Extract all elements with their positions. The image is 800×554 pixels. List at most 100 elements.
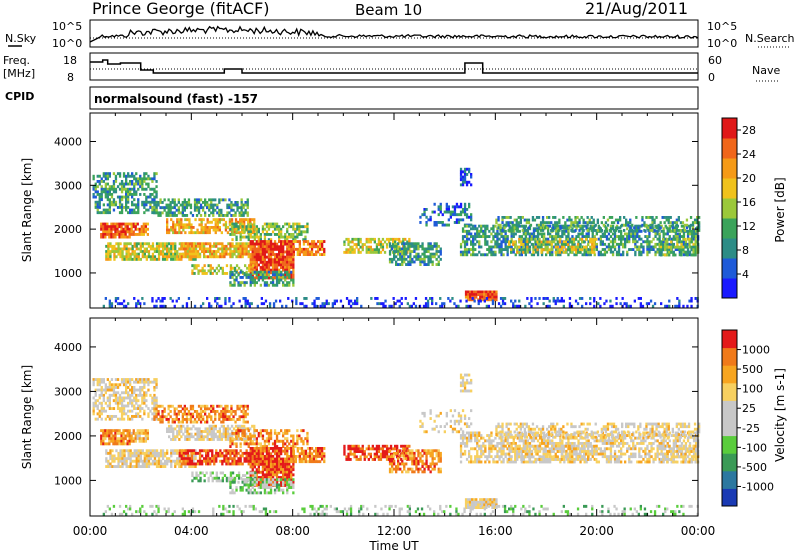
data-cell xyxy=(561,240,564,244)
data-cell xyxy=(640,245,643,249)
data-cell xyxy=(463,178,467,182)
data-cell xyxy=(263,250,267,254)
data-cell xyxy=(548,304,551,308)
data-cell xyxy=(230,218,234,222)
data-cell xyxy=(253,233,256,236)
data-cell xyxy=(249,220,252,224)
data-cell xyxy=(431,299,434,303)
data-cell xyxy=(106,434,109,438)
data-cell xyxy=(437,213,440,217)
data-cell xyxy=(385,245,389,249)
data-cell xyxy=(255,268,258,272)
data-cell xyxy=(137,462,140,466)
data-cell xyxy=(388,244,392,248)
data-cell xyxy=(200,218,203,222)
data-cell xyxy=(349,240,352,244)
data-cell xyxy=(688,237,691,241)
data-cell xyxy=(229,264,233,268)
data-cell xyxy=(273,227,277,231)
data-cell xyxy=(570,250,574,254)
data-cell xyxy=(92,380,95,384)
data-cell xyxy=(433,202,436,206)
data-cell xyxy=(210,226,213,229)
data-cell xyxy=(389,237,393,241)
data-cell xyxy=(231,238,234,242)
data-cell xyxy=(226,214,229,217)
data-cell xyxy=(461,208,465,211)
data-cell xyxy=(153,250,157,253)
data-cell xyxy=(478,235,481,238)
data-cell xyxy=(249,233,252,236)
data-cell xyxy=(651,218,654,222)
data-cell xyxy=(632,232,635,236)
data-cell xyxy=(499,304,503,308)
data-cell xyxy=(114,187,118,191)
data-cell xyxy=(459,213,463,217)
data-cell xyxy=(617,242,621,246)
data-cell xyxy=(151,401,154,405)
data-cell xyxy=(581,248,584,252)
data-cell xyxy=(167,418,170,421)
data-cell xyxy=(153,386,156,389)
data-cell xyxy=(151,200,154,204)
data-cell xyxy=(554,226,557,230)
data-cell xyxy=(282,263,285,267)
data-cell xyxy=(668,245,671,249)
data-cell xyxy=(608,229,612,232)
data-cell xyxy=(98,200,101,204)
data-cell xyxy=(485,297,488,300)
data-cell xyxy=(579,232,582,236)
data-cell xyxy=(486,253,489,257)
data-cell xyxy=(127,242,130,246)
data-cell xyxy=(603,235,607,238)
data-cell xyxy=(542,302,545,306)
data-cell xyxy=(429,252,432,256)
data-cell xyxy=(275,278,279,282)
data-cell xyxy=(524,224,527,228)
data-cell xyxy=(206,415,209,419)
data-cell xyxy=(288,263,291,267)
data-cell xyxy=(118,182,122,186)
data-cell xyxy=(170,449,173,453)
data-cell xyxy=(472,235,475,238)
data-cell xyxy=(261,245,265,249)
data-cell xyxy=(245,273,248,277)
data-cell xyxy=(271,253,275,256)
data-cell xyxy=(661,216,664,219)
data-cell xyxy=(562,299,565,303)
data-cell xyxy=(102,437,105,441)
data-cell xyxy=(100,187,103,191)
data-cell xyxy=(231,242,234,246)
data-cell xyxy=(556,245,559,249)
data-cell xyxy=(280,240,283,243)
data-cell xyxy=(483,293,486,296)
data-cell xyxy=(215,252,218,256)
data-cell xyxy=(542,243,545,246)
data-cell xyxy=(520,240,523,244)
data-cell xyxy=(688,240,691,244)
data-cell xyxy=(572,245,576,249)
data-cell xyxy=(192,250,196,253)
data-cell xyxy=(194,257,197,261)
data-cell xyxy=(251,270,254,274)
data-cell xyxy=(630,232,633,236)
data-cell xyxy=(557,232,560,236)
data-cell xyxy=(308,242,312,246)
data-cell xyxy=(133,415,136,418)
data-cell xyxy=(555,248,558,251)
data-cell xyxy=(215,266,218,270)
data-cell xyxy=(492,253,495,257)
data-cell xyxy=(445,208,448,211)
data-cell xyxy=(617,235,621,238)
data-cell xyxy=(143,451,146,455)
data-cell xyxy=(381,245,385,249)
data-cell xyxy=(475,295,478,299)
data-cell xyxy=(163,415,166,419)
data-cell xyxy=(253,253,256,256)
data-cell xyxy=(157,242,161,246)
data-cell xyxy=(686,250,690,254)
data-cell xyxy=(622,245,625,249)
data-cell xyxy=(676,232,679,236)
data-cell xyxy=(556,221,559,225)
data-cell xyxy=(176,449,179,453)
